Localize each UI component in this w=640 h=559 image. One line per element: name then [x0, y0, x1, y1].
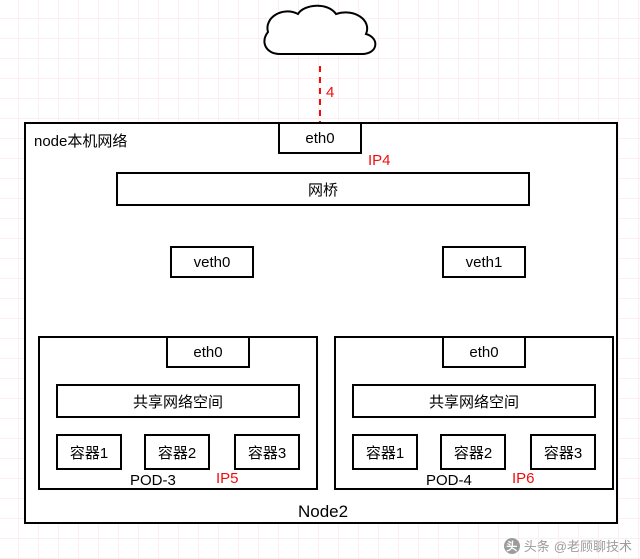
- pod-4-container-3-label: 容器3: [544, 442, 582, 463]
- pod-4-ip: IP6: [512, 470, 535, 487]
- pod-3-container-3-label: 容器3: [248, 442, 286, 463]
- pod-4-container-1-label: 容器1: [366, 442, 404, 463]
- node-box-title: node本机网络: [34, 130, 127, 151]
- pod-3-eth0-label: eth0: [193, 344, 222, 361]
- pod-3-container-1-label: 容器1: [70, 442, 108, 463]
- cloud-icon: [264, 6, 375, 54]
- node-eth0-box: eth0: [278, 122, 362, 154]
- watermark-prefix: 头条: [524, 536, 550, 555]
- pod-4-eth0-box: eth0: [442, 336, 526, 368]
- pod-4-container-3: 容器3: [530, 434, 596, 470]
- watermark: 头 头条 @老顾聊技术: [504, 536, 632, 555]
- pod-4-ns-label: 共享网络空间: [429, 391, 519, 412]
- pod-4-id: POD-4: [426, 472, 472, 489]
- bridge-box: 网桥: [116, 172, 530, 206]
- pod-3-ns-box: 共享网络空间: [56, 384, 300, 418]
- pod-4-container-2: 容器2: [440, 434, 506, 470]
- wire-label-4: 4: [326, 84, 334, 101]
- pod-4-eth0-label: eth0: [469, 344, 498, 361]
- pod-3-container-3: 容器3: [234, 434, 300, 470]
- veth1-box: veth1: [442, 246, 526, 278]
- pod-3-eth0-box: eth0: [166, 336, 250, 368]
- pod-4-container-1: 容器1: [352, 434, 418, 470]
- pod-3-id: POD-3: [130, 472, 176, 489]
- node-eth0-ip: IP4: [368, 152, 391, 169]
- pod-3-ip: IP5: [216, 470, 239, 487]
- node-eth0-label: eth0: [305, 130, 334, 147]
- veth0-label: veth0: [194, 254, 231, 271]
- watermark-author: @老顾聊技术: [554, 536, 632, 555]
- pod-4-container-2-label: 容器2: [454, 442, 492, 463]
- node-box-bottom-label: Node2: [298, 502, 348, 522]
- pod-4-ns-box: 共享网络空间: [352, 384, 596, 418]
- bridge-label: 网桥: [308, 179, 338, 200]
- toutiao-icon: 头: [504, 538, 520, 554]
- pod-3-container-2: 容器2: [144, 434, 210, 470]
- veth1-label: veth1: [466, 254, 503, 271]
- veth0-box: veth0: [170, 246, 254, 278]
- pod-3-container-2-label: 容器2: [158, 442, 196, 463]
- pod-3-container-1: 容器1: [56, 434, 122, 470]
- pod-3-ns-label: 共享网络空间: [133, 391, 223, 412]
